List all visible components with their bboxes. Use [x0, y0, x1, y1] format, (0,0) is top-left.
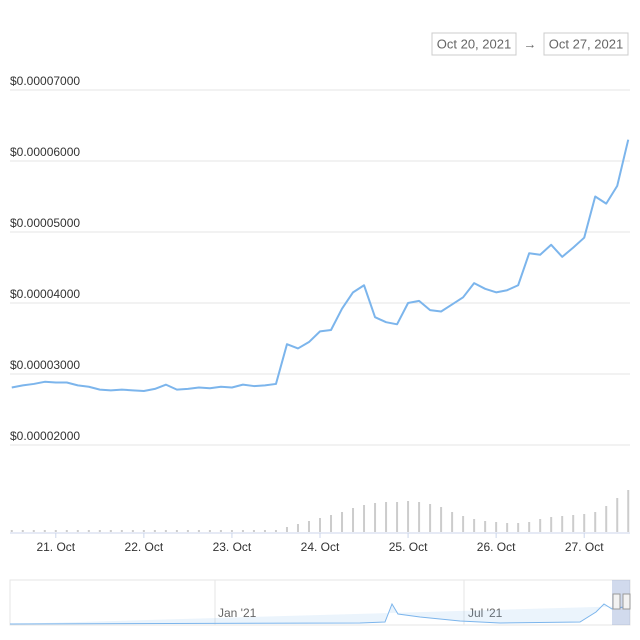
volume-bar [208, 530, 211, 532]
volume-bar [572, 515, 575, 532]
navigator[interactable] [9, 579, 631, 626]
x-tick-label: 24. Oct [301, 540, 340, 554]
volume-bar [296, 524, 299, 532]
volume-bar [506, 523, 509, 532]
volume-bar [418, 502, 421, 532]
volume-bar [517, 523, 520, 532]
volume-bar [462, 516, 465, 532]
navigator-handle[interactable] [622, 593, 631, 610]
volume-bar [241, 530, 244, 532]
volume-bar [319, 518, 321, 532]
range-to-box[interactable] [543, 32, 629, 56]
volume-bar [186, 530, 189, 532]
y-tick-label: $0.00003000 [10, 358, 80, 372]
y-tick-label: $0.00004000 [10, 287, 80, 301]
volume-bar [65, 530, 68, 532]
volume-bar [407, 501, 410, 532]
volume-bar [429, 504, 432, 532]
range-from[interactable]: Oct 20, 2021 [437, 36, 511, 51]
volume-bar [627, 490, 630, 532]
volume-bar [495, 522, 498, 532]
volume-bar [550, 517, 553, 532]
navigator-label: Jul '21 [468, 606, 503, 620]
volume-bar [76, 530, 79, 532]
volume-bar [594, 512, 597, 532]
volume-bar [440, 507, 443, 532]
volume-bar [307, 521, 310, 532]
x-tick-label: 26. Oct [477, 540, 516, 554]
volume-bar [263, 530, 266, 532]
navigator-handle[interactable] [612, 593, 621, 610]
volume-bar [363, 505, 366, 532]
volume-bar [131, 530, 134, 532]
volume-bar [175, 530, 178, 532]
volume-bar [330, 515, 333, 532]
range-arrow: → [524, 36, 537, 51]
y-tick-label: $0.00006000 [10, 145, 80, 159]
volume-bar [197, 530, 200, 532]
range-from-box[interactable] [431, 32, 517, 56]
x-tick-label: 27. Oct [565, 540, 604, 554]
y-tick-label: $0.00002000 [10, 429, 80, 443]
volume-bar [142, 530, 145, 532]
x-tick-label: 23. Oct [213, 540, 252, 554]
x-tick-label: 21. Oct [36, 540, 75, 554]
range-to[interactable]: Oct 27, 2021 [549, 36, 623, 51]
volume-bar [605, 506, 608, 532]
navigator-line [9, 602, 631, 625]
volume-bar [583, 514, 586, 532]
navigator-window[interactable] [612, 580, 630, 625]
volume-bar [54, 530, 57, 532]
x-tick-label: 22. Oct [125, 540, 164, 554]
volume-bar [87, 530, 90, 532]
volume-bar [252, 530, 255, 532]
volume-bar [341, 512, 344, 532]
y-tick-label: $0.00007000 [10, 74, 80, 88]
volume-bar [109, 530, 112, 532]
volume-bar [352, 508, 355, 532]
volume-bar [451, 512, 454, 532]
volume-bar [396, 502, 399, 532]
volume-bar [153, 530, 156, 532]
volume-bar [385, 502, 388, 532]
navigator-label: Jan '21 [218, 606, 257, 620]
volume-bar [230, 530, 233, 532]
volume-bar [98, 530, 101, 532]
volume-bar [219, 530, 222, 532]
y-tick-label: $0.00005000 [10, 216, 80, 230]
volume-bar [616, 498, 619, 532]
volume-bar [164, 530, 167, 532]
volume-bar [10, 530, 13, 532]
volume-bar [473, 519, 476, 532]
volume-bar [484, 521, 487, 532]
volume-bar [21, 530, 24, 532]
volume-bar [539, 519, 542, 532]
x-tick-label: 25. Oct [389, 540, 428, 554]
volume-bar [374, 503, 377, 532]
volume-bar [32, 530, 35, 532]
volume-bar [561, 516, 564, 532]
volume-bar [274, 530, 277, 532]
volume-bar [43, 530, 46, 532]
price-line [11, 139, 630, 393]
volume-bar [285, 527, 288, 532]
volume-bar [120, 530, 123, 532]
volume-bar [528, 522, 531, 532]
